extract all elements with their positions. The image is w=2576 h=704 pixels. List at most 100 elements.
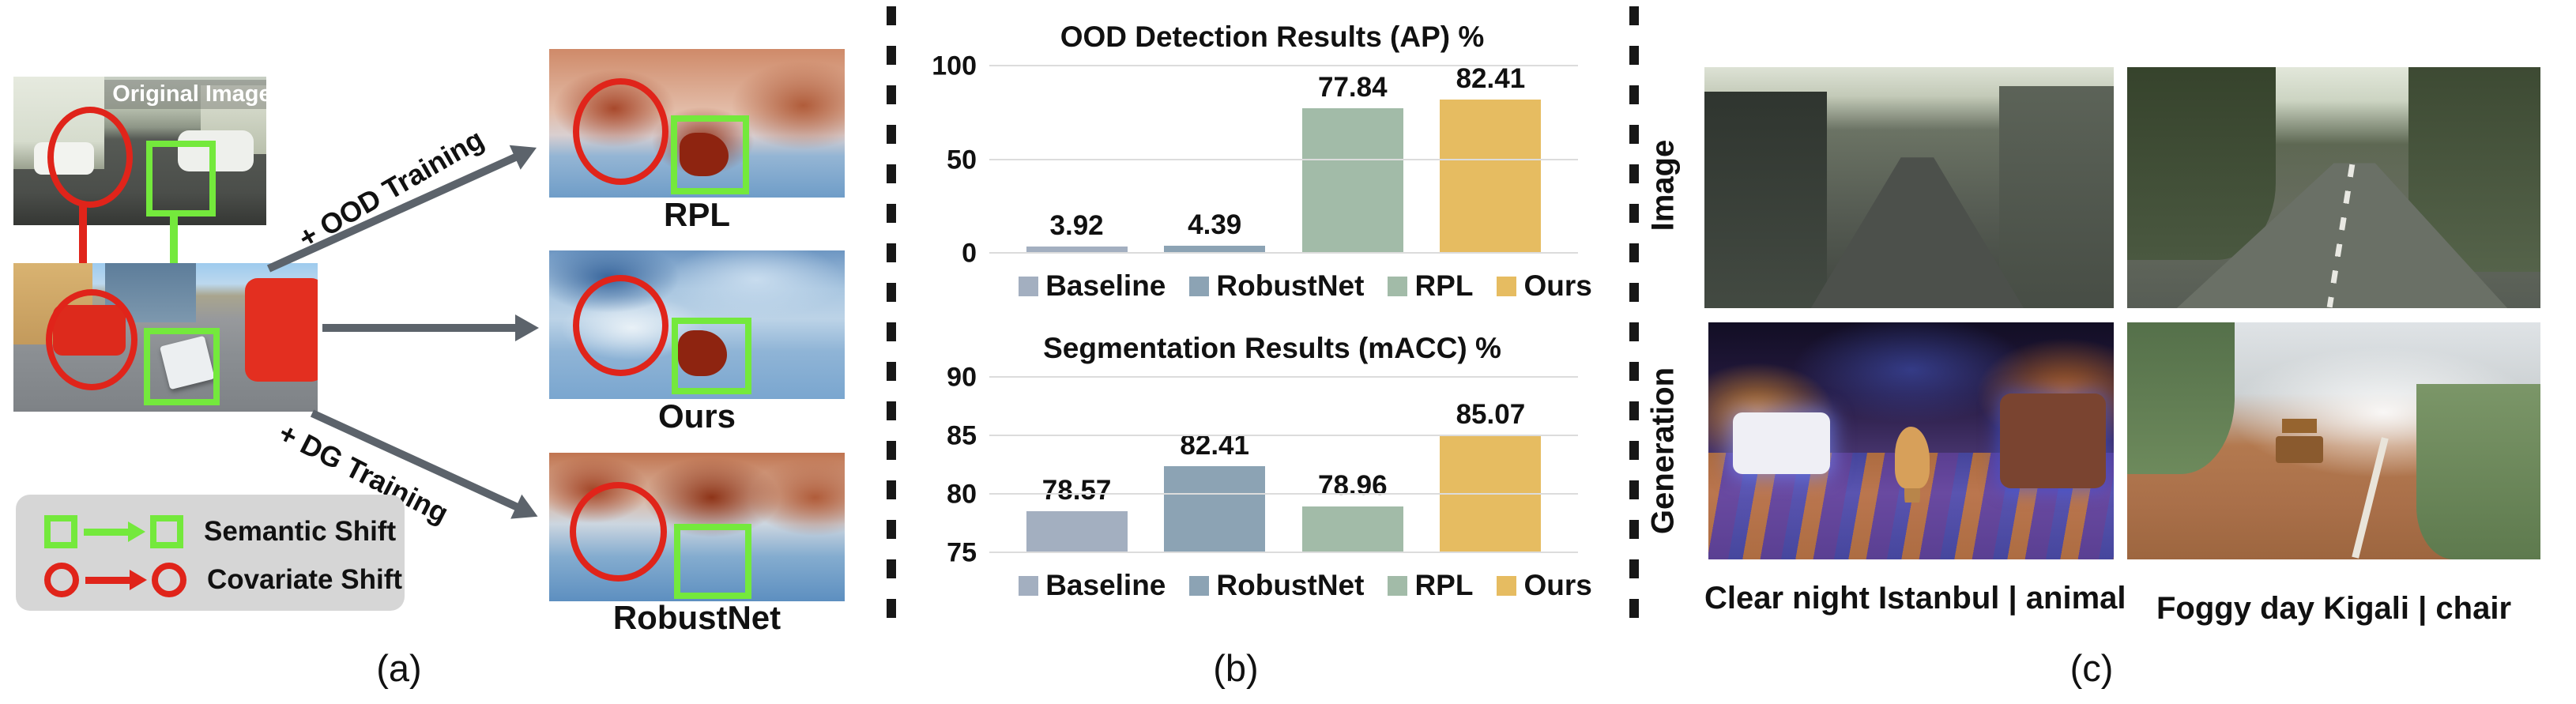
legend-label: RPL — [1414, 269, 1474, 302]
bar-rpl: 78.96 — [1301, 470, 1403, 553]
night-caption: Clear night Istanbul | animal — [1704, 581, 2126, 616]
white-car-shape — [1732, 412, 1830, 474]
legend-swatch-icon — [1189, 276, 1210, 296]
tree-shape — [2127, 67, 2277, 260]
y-axis: 0 50 100 — [923, 51, 989, 269]
covariate-shift-label: Covariate Shift — [207, 564, 402, 595]
covariate-shift-ellipse — [46, 289, 137, 390]
generated-night-photo — [1708, 322, 2114, 559]
legend-item-ours: Ours — [1497, 269, 1592, 303]
white-car-shape — [178, 130, 254, 172]
y-tick-label: 75 — [947, 537, 977, 568]
bar-value-label: 78.96 — [1317, 470, 1388, 502]
chart-body: 75 80 85 90 78.57 82.41 78.96 85.07 — [923, 363, 1621, 568]
semantic-shift-box — [146, 141, 216, 216]
panel-separator — [1629, 6, 1639, 637]
bar-robustnet: 82.41 — [1164, 430, 1266, 553]
bar-value-label: 4.39 — [1188, 209, 1242, 240]
covariate-shift-key: Covariate Shift — [44, 563, 402, 597]
covariate-shift-ellipse — [47, 107, 133, 208]
green-arrow-icon — [84, 528, 130, 536]
bars: 78.57 82.41 78.96 85.07 — [989, 378, 1578, 553]
legend-item-rpl: RPL — [1388, 569, 1473, 602]
semantic-shift-key: Semantic Shift — [44, 515, 396, 548]
robustnet-label: RobustNet — [612, 599, 781, 636]
bar-value-label: 82.41 — [1456, 62, 1526, 94]
green-down-arrow — [170, 210, 178, 297]
legend-swatch-icon — [1019, 276, 1039, 296]
animal-shape — [1894, 427, 1930, 488]
y-tick-label: 80 — [947, 479, 977, 510]
chart-title: Segmentation Results (mACC) % — [1043, 332, 1501, 364]
chart-body: 0 50 100 3.92 4.39 77.84 82.41 — [923, 51, 1621, 269]
red-circle-icon — [152, 563, 186, 597]
y-tick-label: 50 — [947, 145, 977, 175]
y-tick-label: 0 — [962, 238, 977, 269]
gridline — [989, 493, 1578, 495]
ours-label: Ours — [657, 397, 736, 435]
image-row-label: Image — [1645, 139, 1681, 232]
gridline — [989, 376, 1578, 378]
plot-area: 78.57 82.41 78.96 85.07 — [989, 376, 1578, 553]
tree-shape — [2127, 322, 2235, 474]
legend-swatch-icon — [1189, 575, 1210, 596]
car-shape — [2000, 393, 2106, 488]
shift-legend-box: Semantic Shift Covariate Shift — [16, 495, 405, 611]
covariate-shift-ellipse — [573, 78, 668, 185]
gridline — [989, 252, 1578, 254]
legend-swatch-icon — [1497, 276, 1517, 296]
generation-row-label: Generation — [1645, 367, 1681, 535]
chart-title: OOD Detection Results (AP) % — [1060, 21, 1485, 53]
semantic-shift-box — [144, 328, 220, 405]
legend-swatch-icon — [1388, 276, 1408, 296]
bars: 3.92 4.39 77.84 82.41 — [989, 62, 1578, 254]
ood-training-label: + OOD Training — [292, 122, 489, 255]
generated-foggy-photo — [2127, 322, 2540, 559]
legend-label: RobustNet — [1216, 569, 1365, 601]
legend-item-rpl: RPL — [1388, 269, 1473, 303]
red-circle-icon — [44, 563, 79, 597]
y-tick-label: 85 — [947, 420, 977, 451]
red-down-arrow — [79, 205, 87, 281]
gridline — [989, 158, 1578, 160]
covariate-shift-ellipse — [573, 275, 668, 376]
semantic-shift-label: Semantic Shift — [204, 516, 397, 547]
plot-area: 3.92 4.39 77.84 82.41 — [989, 62, 1578, 254]
bar-robustnet: 4.39 — [1164, 209, 1266, 254]
bar-baseline: 3.92 — [1026, 210, 1128, 254]
tree-shape — [2416, 384, 2540, 559]
chart-legend: Baseline RobustNet RPL Ours — [923, 569, 1621, 602]
legend-swatch-icon — [1019, 575, 1039, 596]
green-square-icon — [150, 515, 183, 548]
semantic-shift-box — [674, 524, 751, 599]
red-arrow-icon — [85, 576, 131, 584]
legend-label: Ours — [1523, 569, 1592, 601]
bar-rpl: 77.84 — [1301, 72, 1403, 254]
panel-a-label: (a) — [376, 647, 422, 689]
legend-item-baseline: Baseline — [1019, 269, 1166, 303]
legend-label: RobustNet — [1216, 269, 1365, 302]
real-image-photo-left — [1704, 67, 2114, 308]
ood-detection-chart: OOD Detection Results (AP) % 0 50 100 3.92… — [923, 21, 1621, 303]
bar-value-label: 77.84 — [1317, 71, 1388, 103]
legend-label: Baseline — [1045, 269, 1166, 302]
heatmap-hotspot — [678, 330, 727, 376]
semantic-shift-box — [672, 318, 751, 394]
rpl-label: RPL — [664, 196, 730, 233]
original-image-label: Original Image — [104, 80, 266, 109]
foggy-caption: Foggy day Kigali | chair — [2156, 591, 2512, 626]
gridline — [989, 435, 1578, 437]
legend-item-baseline: Baseline — [1019, 569, 1166, 602]
segmentation-chart: Segmentation Results (mACC) % 75 80 85 90 7… — [923, 332, 1621, 602]
legend-label: RPL — [1414, 569, 1474, 601]
building-shape — [1704, 91, 1828, 308]
bar-value-label: 85.07 — [1456, 398, 1526, 430]
real-image-photo-right — [2127, 67, 2540, 308]
legend-item-robustnet: RobustNet — [1189, 569, 1364, 602]
covariate-shift-ellipse — [570, 482, 667, 582]
lane-marking-shape — [2352, 437, 2390, 559]
legend-swatch-icon — [1388, 575, 1408, 596]
bar-value-label: 78.57 — [1041, 475, 1112, 506]
bar-value-label: 3.92 — [1049, 209, 1104, 241]
